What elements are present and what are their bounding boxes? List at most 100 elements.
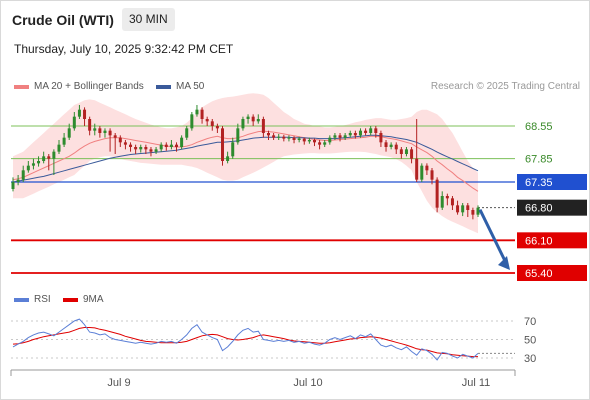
candle-body [399, 149, 403, 154]
candle-body [57, 144, 61, 152]
x-tick-label: Jul 9 [107, 377, 130, 389]
candle-body [343, 135, 347, 138]
ma20-swatch [14, 84, 29, 89]
candle-body [210, 121, 214, 126]
rsi-ma-line [12, 327, 478, 358]
candle-body [123, 142, 127, 145]
candle-body [297, 138, 301, 140]
candle-body [369, 128, 373, 133]
level-label-bg-66.80 [517, 199, 587, 216]
timeframe-button[interactable]: 30 MIN [122, 8, 175, 31]
candle-body [287, 137, 291, 139]
candle-body [154, 149, 158, 152]
ma20-legend: MA 20 + Bollinger Bands [14, 81, 144, 92]
candle-body [456, 205, 460, 213]
forecast-arrow-shaft [478, 209, 509, 266]
candle-body [134, 147, 138, 150]
candle-body [476, 207, 480, 215]
candle-body [358, 130, 362, 136]
candle-body [62, 137, 66, 145]
candle-body [103, 130, 107, 133]
candle-body [394, 144, 398, 150]
level-label-67.85: 67.85 [525, 154, 553, 166]
candle-body [282, 136, 286, 139]
candle-body [333, 135, 337, 138]
level-label-67.35: 67.35 [525, 177, 553, 189]
candle-body [47, 156, 51, 159]
rsi-tick-50: 50 [524, 335, 536, 347]
candle-body [318, 142, 322, 145]
rsi-swatch [14, 297, 29, 302]
datetime-label: Thursday, July 10, 2025 9:32:42 PM CET [14, 42, 234, 56]
candle-body [312, 140, 316, 143]
candle-body [435, 179, 439, 208]
level-label-bg-67.35 [517, 174, 587, 190]
candle-body [16, 179, 20, 182]
candle-body [338, 135, 342, 138]
level-label-68.55: 68.55 [525, 121, 553, 133]
ma50-swatch [156, 84, 171, 89]
candle-body [42, 156, 46, 161]
level-label-66.10: 66.10 [525, 235, 553, 247]
level-label-66.80: 66.80 [525, 203, 553, 215]
candle-body [190, 114, 194, 129]
rsi-line [12, 318, 479, 361]
candle-body [440, 196, 444, 208]
ma9-legend-label: 9MA [83, 294, 104, 305]
candle-body [31, 163, 35, 166]
candle-body [169, 144, 173, 147]
candle-body [118, 137, 122, 143]
candle-body [21, 170, 25, 180]
candle-body [139, 147, 143, 150]
candle-body [185, 128, 189, 138]
candle-body [328, 137, 332, 143]
ma20-line [12, 130, 479, 192]
candle-body [410, 149, 414, 159]
header-bar: Crude Oil (WTI) 30 MIN [1, 1, 589, 37]
candle-body [466, 205, 470, 210]
candle-body [461, 205, 465, 213]
candle-body [129, 144, 133, 147]
candle-body [236, 128, 240, 143]
candle-body [144, 147, 148, 150]
candle-body [26, 165, 30, 171]
ma50-line [12, 134, 479, 183]
rsi-legend: RSI [14, 294, 51, 305]
candle-body [72, 116, 76, 129]
forecast-arrowhead [498, 256, 510, 270]
candle-body [200, 109, 204, 119]
x-tick-label: Jul 11 [462, 377, 491, 389]
level-label-bg-65.40 [517, 265, 587, 281]
candle-body [241, 119, 245, 129]
candle-body [108, 130, 112, 136]
candle-body [205, 119, 209, 122]
candle-body [323, 142, 327, 145]
ma9-legend: 9MA [63, 294, 104, 305]
candle-body [52, 151, 56, 159]
candle-body [353, 133, 357, 136]
candle-body [415, 158, 419, 180]
candle-body [175, 144, 179, 147]
candle-body [420, 165, 424, 180]
candle-body [11, 182, 15, 189]
candle-body [364, 130, 368, 133]
candle-body [67, 128, 71, 138]
bollinger-band [13, 93, 478, 234]
candle-body [83, 109, 87, 119]
candle-body [425, 165, 429, 171]
candle-body [384, 142, 388, 147]
candle-body [379, 133, 383, 143]
candle-body [226, 156, 230, 161]
candle-body [277, 136, 281, 138]
rsi-tick-30: 30 [524, 353, 536, 365]
candle-body [348, 133, 352, 136]
candle-body [37, 161, 41, 164]
ma20-legend-label: MA 20 + Bollinger Bands [34, 81, 144, 92]
candle-body [77, 109, 81, 117]
candle-body [98, 128, 102, 133]
candle-body [113, 135, 117, 138]
level-label-bg-66.10 [517, 232, 587, 249]
candle-body [215, 126, 219, 129]
